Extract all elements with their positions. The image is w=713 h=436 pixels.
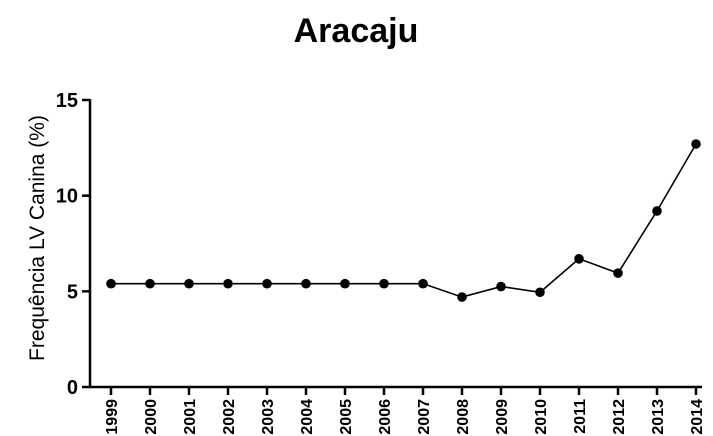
x-ticks: 1999 2000 2001 2002 2003 2004 2005 2006 2007 2008… [104, 387, 706, 435]
data-point [457, 292, 467, 302]
x-tick-label: 1999 [104, 399, 121, 435]
x-tick-label: 2007 [416, 399, 433, 435]
x-tick-label: 2014 [689, 399, 706, 435]
x-tick-label: 2012 [611, 399, 628, 435]
x-tick-label: 2008 [455, 399, 472, 435]
x-tick-label: 2003 [260, 399, 277, 435]
x-tick-label: 2000 [143, 399, 160, 435]
data-point [652, 206, 662, 216]
axes [88, 99, 702, 389]
chart-title: Aracaju [294, 12, 419, 50]
data-point [184, 278, 194, 289]
x-tick-label: 2011 [572, 399, 589, 434]
y-ticks: 0 5 10 15 [56, 90, 90, 399]
data-point [535, 287, 545, 298]
data-point [418, 278, 428, 289]
x-tick-label: 2006 [377, 399, 394, 435]
y-tick-label: 5 [67, 281, 78, 303]
y-axis-label: Frequência LV Canina (%) [26, 115, 49, 361]
data-point [223, 278, 233, 289]
x-tick-label: 2002 [221, 399, 238, 435]
x-tick-label: 2001 [182, 399, 199, 435]
data-point [496, 281, 506, 292]
data-point [301, 278, 311, 289]
series-line [111, 143, 697, 298]
y-tick-label: 0 [67, 377, 78, 399]
x-tick-label: 2005 [338, 399, 355, 435]
data-point [145, 278, 155, 289]
data-point [340, 278, 350, 289]
data-point [262, 278, 272, 289]
series [106, 139, 701, 302]
data-point [613, 268, 623, 278]
x-tick-label: 2009 [494, 399, 511, 435]
data-point [691, 139, 701, 149]
y-tick-label: 15 [56, 90, 78, 112]
y-tick-label: 10 [56, 186, 78, 208]
x-tick-label: 2004 [299, 399, 316, 435]
x-tick-label: 2010 [533, 399, 550, 435]
x-tick-label: 2013 [650, 399, 667, 435]
data-point [106, 278, 116, 289]
data-point [574, 254, 584, 264]
data-point [379, 278, 389, 289]
